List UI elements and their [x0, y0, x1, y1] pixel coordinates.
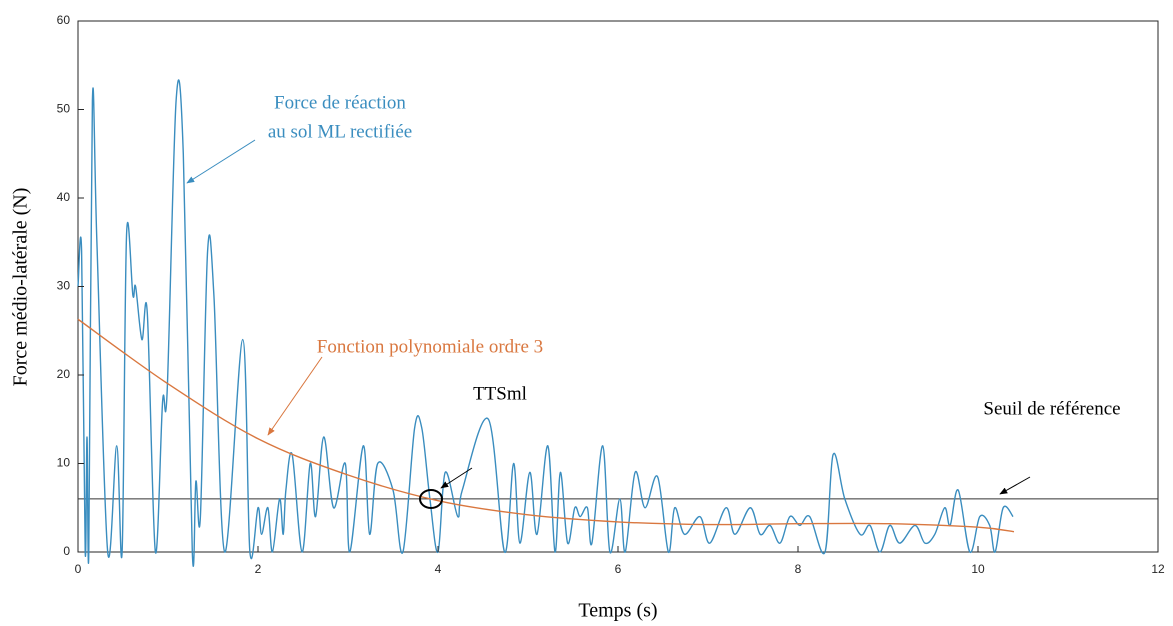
arrow — [186, 139, 256, 184]
y-tick-label: 10 — [57, 456, 71, 470]
arrow — [267, 356, 323, 436]
annotation: Seuil de référence — [983, 398, 1120, 419]
y-tick-label: 40 — [57, 190, 71, 204]
x-tick-label: 0 — [75, 562, 82, 576]
plot-frame — [77, 20, 1159, 553]
ttsml-circle — [419, 489, 443, 509]
x-tick-label: 8 — [795, 562, 802, 576]
x-axis-label: Temps (s) — [578, 600, 657, 622]
x-tick-label: 12 — [1151, 562, 1165, 576]
series-line — [77, 79, 1014, 567]
annotation: TTSml — [473, 383, 527, 404]
y-tick-label: 30 — [57, 279, 71, 293]
x-tick-label: 2 — [255, 562, 262, 576]
annotation: Fonction polynomiale ordre 3 — [317, 336, 543, 357]
series-line — [77, 318, 1015, 533]
y-tick-label: 20 — [57, 367, 71, 381]
plot-area — [77, 79, 1158, 567]
y-tick-label: 0 — [63, 544, 70, 558]
x-tick-label: 10 — [971, 562, 985, 576]
y-tick-label: 60 — [57, 13, 71, 27]
arrow — [999, 476, 1031, 495]
x-tick-label: 4 — [435, 562, 442, 576]
y-tick-label: 50 — [57, 102, 71, 116]
annotation: Force de réaction — [274, 92, 406, 113]
x-tick-label: 6 — [615, 562, 622, 576]
annotation: au sol ML rectifiée — [268, 121, 412, 142]
y-axis-label: Force médio-latérale (N) — [10, 188, 32, 387]
arrow — [440, 467, 473, 489]
